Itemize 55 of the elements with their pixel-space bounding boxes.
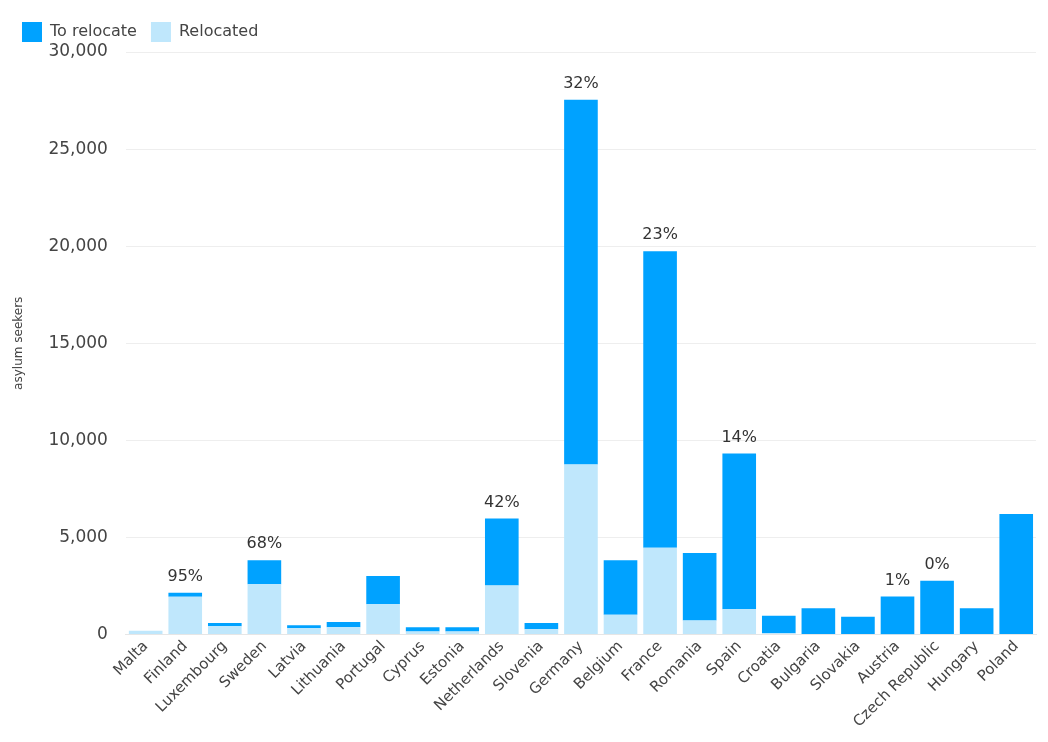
- annotation: 95%: [167, 565, 204, 585]
- bar: [682, 552, 717, 621]
- bar: [643, 251, 677, 548]
- legend-label: To relocate: [49, 21, 137, 41]
- bar: [722, 453, 757, 610]
- bar: [761, 615, 796, 634]
- bar: [247, 584, 282, 635]
- bar: [999, 513, 1034, 635]
- y-tick-label: 15,000: [48, 331, 108, 352]
- bar: [880, 596, 915, 635]
- bar: [287, 625, 321, 629]
- annotation: 23%: [642, 224, 678, 244]
- bar: [682, 620, 717, 635]
- annotation: 42%: [484, 491, 520, 511]
- bar: [920, 580, 954, 635]
- bar: [405, 627, 440, 632]
- bar: [564, 99, 598, 465]
- bar: [722, 609, 757, 635]
- bar: [207, 626, 242, 635]
- bar: [603, 614, 638, 635]
- y-tick-label: 10,000: [48, 428, 108, 449]
- bar: [326, 621, 361, 628]
- annotation: 14%: [721, 426, 757, 446]
- annotation: 32%: [563, 72, 599, 92]
- bar: [366, 575, 400, 605]
- bar: [207, 623, 242, 627]
- bar: [366, 604, 400, 635]
- y-tick-label: 25,000: [48, 137, 108, 158]
- legend-label: Relocated: [178, 21, 259, 41]
- annotation: 1%: [884, 569, 911, 589]
- bar: [484, 518, 519, 586]
- bar: [405, 631, 440, 635]
- bar: [326, 627, 361, 635]
- bar: [247, 560, 282, 585]
- bar: [445, 631, 480, 635]
- bar: [959, 608, 994, 635]
- y-tick-label: 30,000: [48, 40, 108, 61]
- y-axis-title: asylum seekers: [11, 296, 26, 390]
- bar: [484, 585, 519, 635]
- annotation: 0%: [924, 553, 950, 573]
- annotation: 68%: [246, 533, 283, 553]
- bar: [801, 608, 836, 635]
- bar: [287, 628, 321, 635]
- bar: [524, 623, 559, 630]
- y-tick-label: 5,000: [59, 525, 108, 546]
- y-tick-label: 20,000: [48, 234, 108, 255]
- bar: [643, 547, 677, 635]
- bar: [524, 629, 559, 635]
- bar: [168, 592, 203, 597]
- bar: [168, 596, 203, 635]
- bar: [603, 560, 638, 615]
- bar: [841, 616, 875, 635]
- y-tick-label: 0: [97, 622, 108, 643]
- bar: [445, 627, 480, 632]
- bar: [564, 464, 598, 635]
